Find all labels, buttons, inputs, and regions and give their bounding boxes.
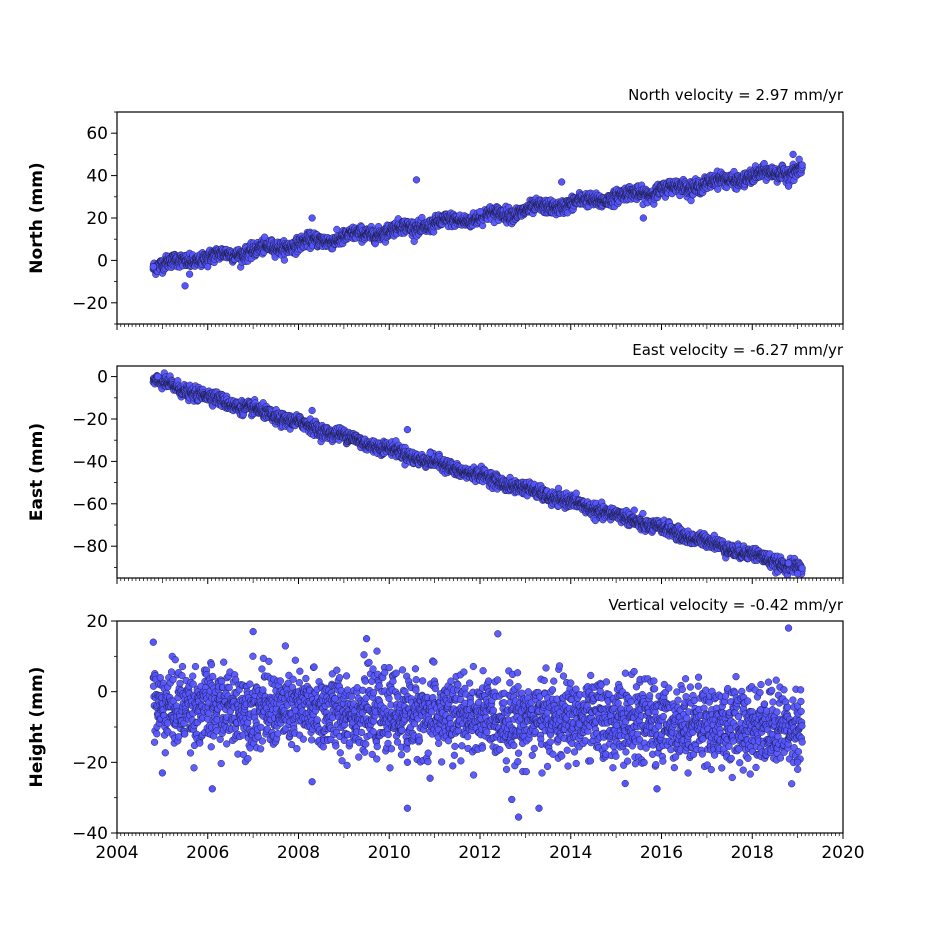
- north-velocity-annotation: North velocity = 2.97 mm/yr: [628, 86, 844, 104]
- north-point: [789, 150, 797, 159]
- north-point: [476, 208, 484, 216]
- north-y-tick-label: 40: [86, 167, 108, 187]
- east-panel: East velocity = -6.27 mm/yr East (mm) −8…: [27, 341, 844, 584]
- east-data-points: [149, 369, 806, 578]
- north-point: [280, 256, 288, 264]
- east-y-axis-label: East (mm): [27, 423, 47, 521]
- east-point: [639, 509, 647, 518]
- north-point: [784, 182, 793, 190]
- north-point: [639, 214, 647, 222]
- north-data-points: [149, 150, 806, 290]
- north-point: [798, 161, 806, 169]
- north-point: [333, 225, 341, 234]
- north-point: [204, 263, 212, 271]
- north-point: [558, 178, 566, 186]
- north-point: [714, 185, 722, 193]
- north-y-tick-label: −20: [72, 294, 108, 314]
- north-point: [412, 176, 421, 184]
- north-point: [308, 214, 316, 222]
- east-velocity-annotation: East velocity = -6.27 mm/yr: [632, 341, 844, 359]
- north-panel: North velocity = 2.97 mm/yr North (mm) −…: [27, 86, 844, 330]
- north-point: [185, 270, 194, 278]
- north-y-axis-label: North (mm): [27, 162, 47, 273]
- north-y-tick-label: 0: [97, 251, 108, 271]
- north-y-tick-label: 60: [86, 124, 108, 144]
- north-y-tick-label: 20: [86, 209, 108, 229]
- east-point: [572, 489, 580, 497]
- north-point: [181, 282, 189, 290]
- north-point: [149, 263, 157, 271]
